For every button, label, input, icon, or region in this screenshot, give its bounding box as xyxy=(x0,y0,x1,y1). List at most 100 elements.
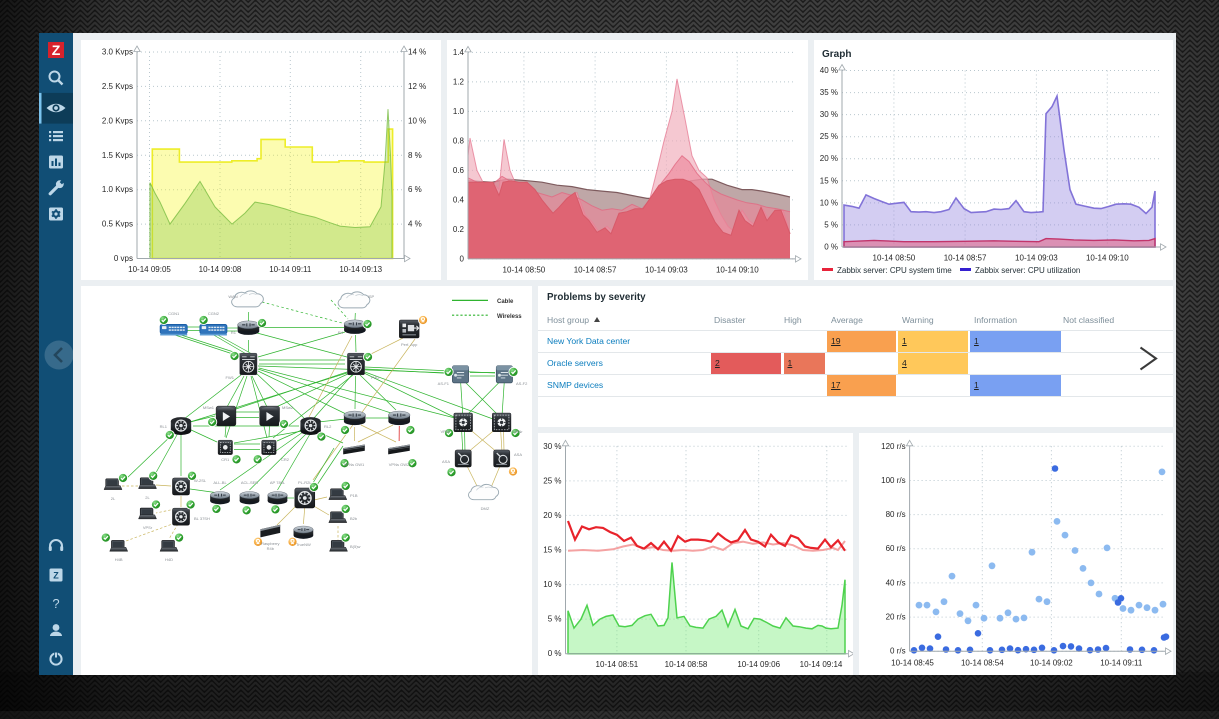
svg-text:AS-F2: AS-F2 xyxy=(516,381,528,386)
svg-text:Cable: Cable xyxy=(497,299,514,305)
svg-text:Zabbix server: CPU utilization: Zabbix server: CPU utilization xyxy=(975,266,1080,275)
svg-text:10-14 09:08: 10-14 09:08 xyxy=(199,265,242,274)
svg-text:10-14 08:51: 10-14 08:51 xyxy=(596,660,639,669)
svg-text:10-14 08:54: 10-14 08:54 xyxy=(961,659,1004,668)
svg-text:30 %: 30 % xyxy=(820,110,838,119)
svg-text:10-14 08:45: 10-14 08:45 xyxy=(891,659,934,668)
svg-text:RL2: RL2 xyxy=(324,424,332,429)
svg-text:60 r/s: 60 r/s xyxy=(886,544,906,553)
svg-text:10-14 08:57: 10-14 08:57 xyxy=(944,254,987,263)
svg-text:VPNs GW2: VPNs GW2 xyxy=(389,462,410,467)
svg-text:Graph: Graph xyxy=(822,49,851,60)
svg-text:AS-F1: AS-F1 xyxy=(438,381,450,386)
svg-text:3.0 Kvps: 3.0 Kvps xyxy=(102,48,133,57)
svg-text:TrueNW: TrueNW xyxy=(296,542,311,547)
svg-text:10-14 08:58: 10-14 08:58 xyxy=(665,660,708,669)
svg-text:AP 789L: AP 789L xyxy=(270,480,286,485)
svg-text:10-14 09:10: 10-14 09:10 xyxy=(716,265,759,274)
svg-text:6 %: 6 % xyxy=(408,185,422,194)
svg-text:8 %: 8 % xyxy=(408,151,422,160)
svg-text:10 %: 10 % xyxy=(543,580,561,589)
svg-text:10 %: 10 % xyxy=(820,198,838,207)
svg-text:ACL-SER: ACL-SER xyxy=(241,480,258,485)
svg-text:1.0: 1.0 xyxy=(453,107,465,116)
svg-text:R4: R4 xyxy=(338,330,344,335)
svg-text:1.0 Kvps: 1.0 Kvps xyxy=(102,185,133,194)
svg-text:CR1: CR1 xyxy=(221,457,230,462)
svg-text:PL-R2L: PL-R2L xyxy=(298,480,312,485)
svg-text:4 %: 4 % xyxy=(408,220,422,229)
svg-text:0 r/s: 0 r/s xyxy=(890,647,906,656)
svg-text:1.2: 1.2 xyxy=(453,77,465,86)
svg-text:H4D: H4D xyxy=(165,557,173,562)
svg-text:BL 37SH: BL 37SH xyxy=(194,516,210,521)
svg-text:15 %: 15 % xyxy=(543,546,561,555)
svg-text:RL1: RL1 xyxy=(160,424,168,429)
svg-text:25 %: 25 % xyxy=(543,476,561,485)
svg-text:120 r/s: 120 r/s xyxy=(881,442,905,451)
svg-text:10-14 09:02: 10-14 09:02 xyxy=(1030,659,1073,668)
svg-text:MSw2: MSw2 xyxy=(282,405,294,410)
svg-text:2L: 2L xyxy=(145,495,150,500)
svg-text:DMZ: DMZ xyxy=(481,506,490,511)
svg-text:VPNs GW1: VPNs GW1 xyxy=(344,462,365,467)
svg-text:0.2: 0.2 xyxy=(453,225,465,234)
svg-text:R1: R1 xyxy=(231,330,237,335)
svg-text:Raspberry: Raspberry xyxy=(261,541,279,546)
svg-text:B2b: B2b xyxy=(350,516,358,521)
svg-text:VPNr: VPNr xyxy=(513,429,523,434)
svg-text:MSw1: MSw1 xyxy=(203,405,215,410)
svg-text:10 %: 10 % xyxy=(408,116,426,125)
svg-text:1.4: 1.4 xyxy=(453,48,465,57)
svg-text:1.5 Kvps: 1.5 Kvps xyxy=(102,151,133,160)
svg-text:10-14 09:13: 10-14 09:13 xyxy=(339,265,382,274)
svg-text:30 %: 30 % xyxy=(543,442,561,451)
svg-text:FW2: FW2 xyxy=(371,375,380,380)
svg-text:14 %: 14 % xyxy=(408,48,426,57)
svg-text:FW1: FW1 xyxy=(226,375,235,380)
svg-text:ALL-BL: ALL-BL xyxy=(213,480,227,485)
svg-text:ASA: ASA xyxy=(442,459,450,464)
svg-text:0.5 Kvps: 0.5 Kvps xyxy=(102,220,133,229)
svg-text:R4b: R4b xyxy=(267,546,275,551)
svg-text:CR2: CR2 xyxy=(281,457,290,462)
svg-text:35 %: 35 % xyxy=(820,88,838,97)
svg-text:10-14 09:11: 10-14 09:11 xyxy=(269,265,312,274)
svg-text:ISP: ISP xyxy=(368,294,375,299)
svg-text:Zabbix server: CPU system time: Zabbix server: CPU system time xyxy=(837,266,952,275)
svg-text:W-2SL: W-2SL xyxy=(194,478,207,483)
svg-text:10-14 09:14: 10-14 09:14 xyxy=(800,660,843,669)
svg-text:WAN: WAN xyxy=(228,294,237,299)
svg-text:0 %: 0 % xyxy=(824,243,838,252)
svg-text:VPNr: VPNr xyxy=(440,429,450,434)
svg-text:40 r/s: 40 r/s xyxy=(886,578,906,587)
svg-text:Wireless: Wireless xyxy=(497,314,522,320)
svg-text:Z: Z xyxy=(53,571,59,581)
svg-text:80 r/s: 80 r/s xyxy=(886,510,906,519)
svg-text:0 vps: 0 vps xyxy=(114,254,133,263)
svg-text:40 %: 40 % xyxy=(820,66,838,75)
svg-text:5 %: 5 % xyxy=(824,220,838,229)
svg-text:ASA: ASA xyxy=(514,452,522,457)
svg-text:10-14 08:57: 10-14 08:57 xyxy=(574,265,617,274)
svg-text:15 %: 15 % xyxy=(820,176,838,185)
svg-text:10-14 09:06: 10-14 09:06 xyxy=(737,660,780,669)
svg-text:?: ? xyxy=(52,596,59,611)
svg-text:CGN2: CGN2 xyxy=(208,311,220,316)
svg-text:Perf. App: Perf. App xyxy=(401,342,418,347)
svg-text:20 %: 20 % xyxy=(543,511,561,520)
svg-text:10-14 09:11: 10-14 09:11 xyxy=(1100,659,1143,668)
svg-text:20 %: 20 % xyxy=(820,154,838,163)
svg-text:0: 0 xyxy=(460,254,465,263)
svg-text:VPSr: VPSr xyxy=(143,525,153,530)
svg-text:10-14 09:05: 10-14 09:05 xyxy=(128,265,171,274)
svg-text:10-14 09:10: 10-14 09:10 xyxy=(1086,254,1129,263)
svg-text:12 %: 12 % xyxy=(408,82,426,91)
svg-text:0 %: 0 % xyxy=(548,649,562,658)
svg-text:2.5 Kvps: 2.5 Kvps xyxy=(102,82,133,91)
svg-text:2.0 Kvps: 2.0 Kvps xyxy=(102,116,133,125)
svg-text:10-14 08:50: 10-14 08:50 xyxy=(873,254,916,263)
svg-text:H4B: H4B xyxy=(115,557,123,562)
svg-text:20 r/s: 20 r/s xyxy=(886,613,906,622)
svg-text:B(5)w: B(5)w xyxy=(350,544,361,549)
